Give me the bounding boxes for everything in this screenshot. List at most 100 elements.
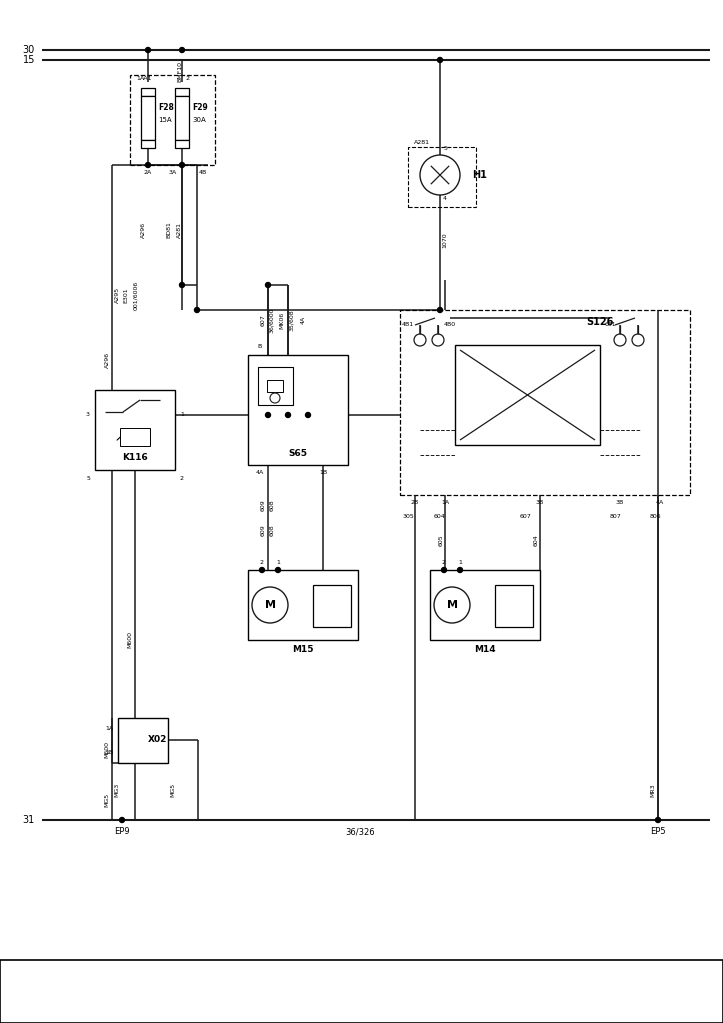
Text: 3B: 3B	[536, 500, 544, 505]
Bar	[258, 367, 293, 405]
Text: 3B: 3B	[616, 500, 624, 505]
Text: 2: 2	[442, 560, 446, 565]
Text: H1: H1	[472, 170, 487, 180]
Circle shape	[437, 57, 442, 62]
Text: M600: M600	[127, 631, 132, 649]
Text: 1A: 1A	[105, 725, 113, 730]
Bar	[175, 140, 189, 148]
Text: M: M	[265, 601, 275, 610]
Bar	[267, 380, 283, 392]
Circle shape	[260, 568, 265, 573]
Text: 2A: 2A	[144, 170, 152, 175]
Circle shape	[179, 163, 184, 168]
Text: 2B: 2B	[411, 500, 419, 505]
Text: Engine code: XU10J4RS/L3 (RFS): Engine code: XU10J4RS/L3 (RFS)	[8, 985, 155, 994]
Text: 5: 5	[86, 476, 90, 481]
Text: 1: 1	[458, 560, 462, 565]
Text: M600: M600	[105, 742, 109, 758]
Text: 35/608: 35/608	[289, 309, 294, 330]
Text: 4A: 4A	[256, 471, 264, 476]
Text: EP9: EP9	[114, 828, 130, 837]
Text: 30A: 30A	[192, 117, 206, 123]
Bar	[175, 88, 189, 96]
Bar	[408, 147, 476, 207]
Bar	[248, 355, 348, 465]
Text: A295: A295	[114, 286, 119, 303]
Text: MG5: MG5	[105, 793, 109, 807]
Bar	[141, 96, 155, 140]
Text: 1: 1	[180, 412, 184, 417]
Text: Output: 120 (167) 6500: Output: 120 (167) 6500	[245, 985, 352, 994]
Text: Year: 1997-01: Year: 1997-01	[245, 1003, 307, 1012]
Text: 1070: 1070	[442, 232, 448, 248]
Text: F29: F29	[192, 103, 208, 113]
Text: S65: S65	[288, 448, 307, 457]
Text: M15: M15	[292, 646, 314, 655]
Text: 001/6006: 001/6006	[134, 280, 139, 310]
Text: 4: 4	[443, 195, 447, 201]
Text: 1A: 1A	[441, 500, 449, 505]
Text: MR3: MR3	[651, 784, 656, 797]
Text: 1B: 1B	[105, 751, 113, 756]
Circle shape	[306, 412, 310, 417]
Circle shape	[286, 412, 291, 417]
Text: M: M	[447, 601, 458, 610]
Bar	[141, 88, 155, 96]
Text: 604: 604	[434, 515, 446, 520]
Text: 609: 609	[260, 499, 265, 510]
Circle shape	[434, 587, 470, 623]
Circle shape	[442, 568, 447, 573]
Text: E301: E301	[124, 287, 129, 303]
Text: 807: 807	[609, 515, 621, 520]
Circle shape	[275, 568, 281, 573]
Text: 4A: 4A	[301, 316, 306, 324]
Text: F28: F28	[158, 103, 174, 113]
Text: B: B	[258, 345, 262, 350]
Circle shape	[265, 412, 270, 417]
Text: 36/6000: 36/6000	[270, 307, 275, 332]
Text: 604: 604	[534, 534, 539, 546]
Text: Tuned for: R-Cat: Tuned for: R-Cat	[8, 1003, 80, 1012]
Text: 4B0: 4B0	[444, 322, 456, 327]
Text: 15: 15	[22, 55, 35, 65]
Text: 608: 608	[270, 499, 275, 510]
Text: V7.412-ENGA615793: V7.412-ENGA615793	[550, 1003, 638, 1012]
Text: 607: 607	[260, 314, 265, 326]
Text: 1: 1	[276, 560, 280, 565]
Text: Manufacturer: Peugeot: Manufacturer: Peugeot	[8, 970, 127, 979]
Text: BMF10: BMF10	[178, 61, 182, 83]
Text: EP5: EP5	[650, 828, 666, 837]
Bar	[95, 390, 175, 470]
Text: 4A: 4A	[656, 500, 664, 505]
Text: 806: 806	[649, 515, 661, 520]
Circle shape	[179, 282, 184, 287]
Bar	[455, 345, 600, 445]
Text: 1: 1	[136, 76, 140, 81]
Circle shape	[458, 568, 463, 573]
Bar	[141, 140, 155, 148]
Text: Model: 306 (97-03) 2,0 S16/GTi-6: Model: 306 (97-03) 2,0 S16/GTi-6	[245, 970, 395, 979]
Text: A281: A281	[414, 139, 430, 144]
Bar	[248, 570, 358, 640]
Text: 1B: 1B	[319, 471, 327, 476]
Text: MG3: MG3	[114, 783, 119, 797]
Text: 609: 609	[260, 524, 265, 536]
Circle shape	[145, 163, 150, 168]
Bar	[118, 718, 168, 763]
Text: A296: A296	[140, 222, 145, 238]
Text: /Autodata: /Autodata	[654, 1002, 716, 1012]
Bar	[400, 310, 690, 495]
Bar	[120, 428, 150, 446]
Text: 31: 31	[22, 815, 35, 825]
Text: 4B: 4B	[199, 170, 207, 175]
Text: X02: X02	[148, 736, 168, 745]
Circle shape	[119, 817, 124, 822]
Text: 4B1: 4B1	[402, 322, 414, 327]
Text: 601: 601	[604, 322, 616, 327]
Text: A296: A296	[105, 352, 109, 368]
Text: 5: 5	[443, 146, 447, 151]
Text: 2: 2	[260, 560, 264, 565]
Circle shape	[265, 282, 270, 287]
Bar	[0, 960, 723, 1023]
Circle shape	[179, 47, 184, 52]
